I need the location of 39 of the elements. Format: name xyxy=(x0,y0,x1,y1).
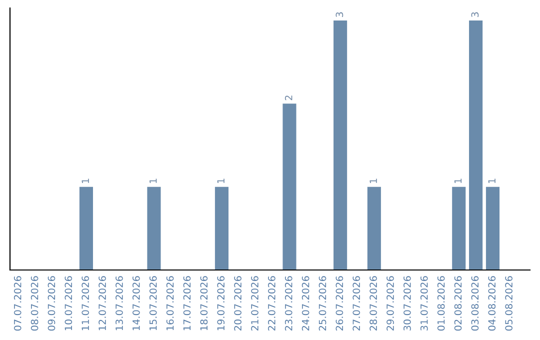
x-tick-label: 24.07.2026 xyxy=(302,276,310,331)
x-tick-label: 22.07.2026 xyxy=(268,276,276,331)
x-tick-label: 08.07.2026 xyxy=(30,276,38,331)
x-tick-label: 09.07.2026 xyxy=(48,276,56,331)
x-tick-label: 27.07.2026 xyxy=(352,276,360,331)
data-label: 1 xyxy=(217,178,224,183)
x-tick-label: 13.07.2026 xyxy=(116,276,123,330)
data-label: 1 xyxy=(150,178,157,183)
data-label: 3 xyxy=(336,12,344,17)
x-tick-label: 04.08.2026 xyxy=(488,276,496,331)
x-tick-label: 26.07.2026 xyxy=(336,276,344,331)
data-label: 1 xyxy=(454,178,462,183)
data-label: 1 xyxy=(488,178,496,183)
x-tick-label: 11.07.2026 xyxy=(82,276,90,330)
x-tick-label: 05.08.2026 xyxy=(505,276,512,331)
x-tick-label: 19.07.2026 xyxy=(217,276,225,330)
data-label: 1 xyxy=(82,178,89,183)
x-tick-label: 25.07.2026 xyxy=(318,276,326,331)
x-tick-label: 14.07.2026 xyxy=(132,276,140,330)
x-tick-label: 30.07.2026 xyxy=(404,276,411,330)
x-tick-label: 23.07.2026 xyxy=(284,276,292,331)
data-label: 1 xyxy=(370,178,377,183)
x-tick-label: 03.08.2026 xyxy=(471,276,479,331)
x-tick-label: 28.07.2026 xyxy=(370,276,377,331)
x-tick-label: 15.07.2026 xyxy=(149,276,157,330)
x-tick-label: 31.07.2026 xyxy=(420,276,428,330)
x-tick-label: 10.07.2026 xyxy=(64,276,72,330)
data-label: 2 xyxy=(284,96,292,100)
x-tick-label: 07.07.2026 xyxy=(14,276,22,331)
x-tick-label: 29.07.2026 xyxy=(386,276,394,331)
data-label: 3 xyxy=(471,12,479,17)
x-tick-label: 20.07.2026 xyxy=(234,276,242,331)
x-tick-label: 12.07.2026 xyxy=(98,276,106,330)
x-tick-label: 18.07.2026 xyxy=(200,276,208,330)
x-tick-label: 02.08.2026 xyxy=(454,276,462,331)
x-tick-label: 01.08.2026 xyxy=(437,276,445,331)
x-tick-label: 17.07.2026 xyxy=(183,276,191,330)
x-tick-label: 16.07.2026 xyxy=(166,276,174,330)
x-tick-label: 21.07.2026 xyxy=(251,276,258,331)
